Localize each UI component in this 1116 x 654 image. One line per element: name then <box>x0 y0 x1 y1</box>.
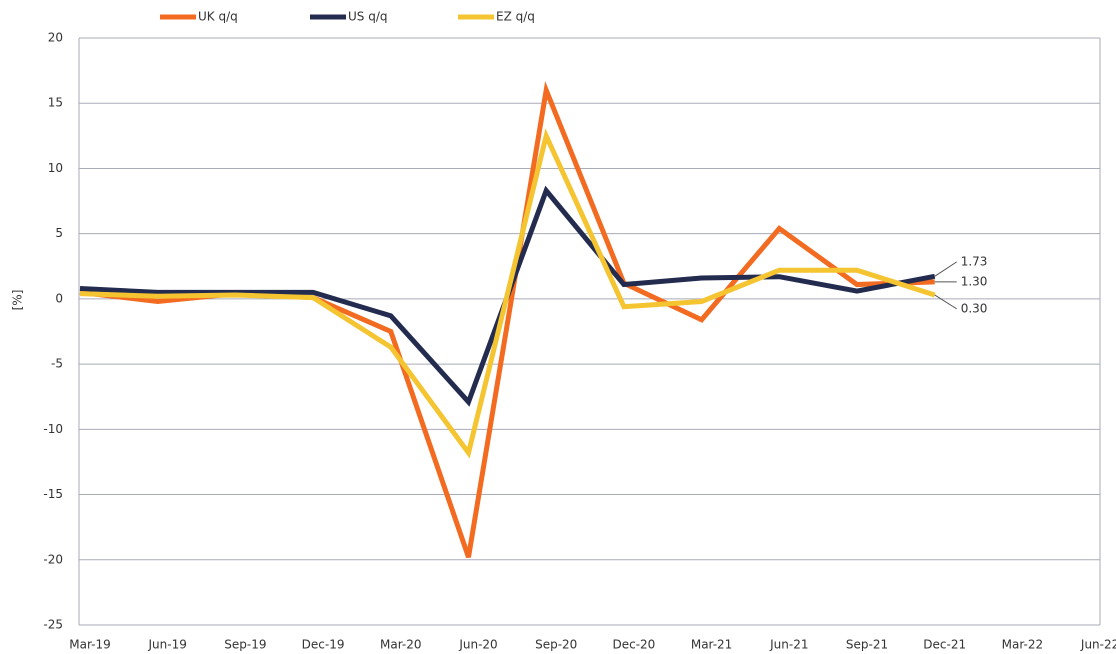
label-leader <box>934 261 957 277</box>
x-tick-label: Mar-22 <box>1002 638 1043 652</box>
y-tick-label: 15 <box>48 96 63 110</box>
x-tick-label: Dec-20 <box>612 638 655 652</box>
legend-label: EZ q/q <box>496 10 535 24</box>
value-label: 0.30 <box>961 301 988 315</box>
value-label: 1.30 <box>961 274 988 288</box>
x-tick-label: Mar-19 <box>69 638 110 652</box>
x-tick-label: Jun-20 <box>458 638 497 652</box>
x-tick-label: Sep-19 <box>224 638 266 652</box>
x-tick-label: Dec-19 <box>302 638 345 652</box>
y-tick-label: -5 <box>51 357 63 371</box>
x-tick-label: Mar-21 <box>691 638 732 652</box>
y-axis-label: [%] <box>11 290 25 311</box>
legend-label: US q/q <box>348 10 388 24</box>
x-tick-label: Dec-21 <box>923 638 966 652</box>
y-tick-label: -15 <box>43 487 63 501</box>
label-leader <box>934 294 957 310</box>
y-tick-label: 10 <box>48 161 63 175</box>
x-tick-label: Jun-19 <box>148 638 187 652</box>
series-line <box>79 80 935 558</box>
x-tick-label: Sep-21 <box>846 638 888 652</box>
x-tick-label: Jun-22 <box>1080 638 1116 652</box>
x-tick-label: Sep-20 <box>535 638 577 652</box>
y-tick-label: 20 <box>48 31 63 45</box>
x-tick-label: Mar-20 <box>380 638 421 652</box>
series-line <box>79 128 936 459</box>
legend-label: UK q/q <box>198 10 238 24</box>
x-tick-label: Jun-21 <box>769 638 808 652</box>
y-tick-label: 0 <box>55 291 63 305</box>
y-tick-label: -20 <box>43 552 63 566</box>
y-tick-label: -25 <box>43 618 63 632</box>
y-tick-label: 5 <box>55 226 63 240</box>
y-tick-label: -10 <box>43 422 63 436</box>
value-label: 1.73 <box>961 254 988 268</box>
